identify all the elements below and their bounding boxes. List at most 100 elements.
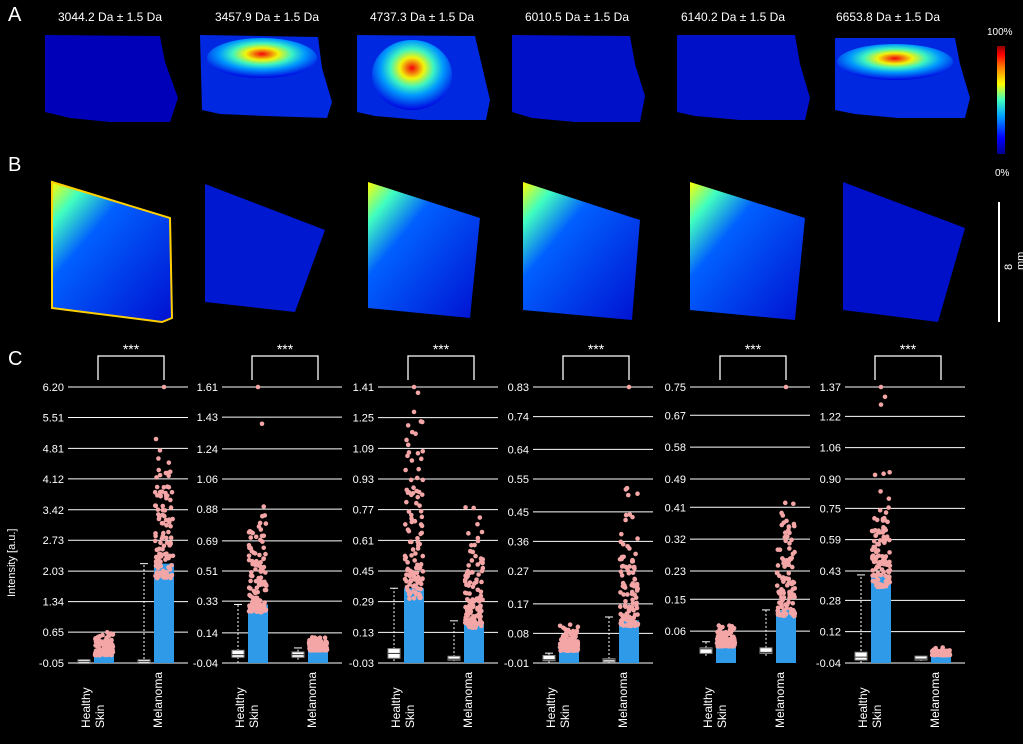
scatter-point <box>626 570 632 576</box>
scatter-point <box>470 584 476 590</box>
scatter-point <box>631 583 637 589</box>
y-tick-label: 1.61 <box>197 382 218 394</box>
scatter-point <box>625 592 630 597</box>
outlier-point <box>783 384 789 390</box>
scatter-point <box>110 632 116 637</box>
box-iqr <box>542 654 556 662</box>
scatter-point <box>635 536 640 541</box>
y-tick-label: 0.13 <box>353 627 374 639</box>
scatter-point <box>406 450 412 455</box>
tissue-b4 <box>523 182 640 320</box>
scatter-point <box>623 512 629 518</box>
category-label: Melanoma <box>773 672 787 728</box>
scatter-point <box>630 597 635 603</box>
panel-letter-a: A <box>8 4 22 26</box>
scatter-point <box>415 494 421 500</box>
scatter-point <box>155 565 161 571</box>
scatter-point <box>261 545 267 551</box>
category-label: HealthySkin <box>389 687 417 728</box>
scatter-point <box>163 557 168 562</box>
scatter-point <box>714 640 720 646</box>
scatter-point <box>420 448 426 454</box>
scatter-point <box>881 534 886 540</box>
y-tick-label: 0.75 <box>665 382 686 394</box>
scatter-point <box>106 633 112 639</box>
scatter-point <box>317 646 323 651</box>
scatter-point <box>630 558 635 564</box>
scatter-point <box>170 516 175 522</box>
y-tick-label: 0.32 <box>665 534 686 546</box>
scatter-point <box>780 513 786 518</box>
scatter-point <box>557 623 563 629</box>
scatter-point <box>96 648 102 654</box>
scatter-point <box>263 551 268 557</box>
scatter-point <box>787 541 792 546</box>
scatter-point <box>879 554 885 559</box>
scatter-point <box>408 577 414 583</box>
scatter-point <box>250 530 256 536</box>
scatter-point <box>869 528 875 534</box>
y-tick-label: 2.73 <box>43 535 64 547</box>
scatter-point <box>568 637 574 642</box>
scatter-point <box>261 533 267 539</box>
y-tick-label: 0.88 <box>197 504 218 516</box>
plot-6: -0.04 0.12 0.28 0.43 0.59 0.75 0.90 1.06 1.22 1.3… <box>816 341 965 728</box>
scatter-point <box>168 497 173 503</box>
scatter-point <box>787 546 792 551</box>
scatter-point <box>782 530 788 536</box>
scatter-point <box>873 533 878 539</box>
scatter-point <box>624 485 630 491</box>
scatter-point <box>469 542 474 548</box>
scatter-point <box>170 553 176 559</box>
scatter-point <box>416 489 422 495</box>
tissue-a5 <box>677 35 810 120</box>
scatter-dense <box>154 563 174 663</box>
scatter-point <box>97 638 102 644</box>
scatter-point <box>785 534 790 539</box>
scatter-point <box>161 484 167 490</box>
scatter-point <box>160 503 166 509</box>
tissue-b6 <box>843 182 965 322</box>
scatter-point <box>259 513 265 519</box>
scatter-point <box>632 621 637 627</box>
y-tick-label: -0.04 <box>193 658 218 670</box>
scatter-point <box>475 612 481 618</box>
scatter-point <box>945 652 951 658</box>
y-tick-label: 0.23 <box>665 566 686 578</box>
scatter-point <box>881 515 887 521</box>
scatter-point <box>166 460 172 465</box>
tissue-b2 <box>205 184 325 312</box>
scatter-point <box>938 651 943 656</box>
scatter-point <box>409 539 414 545</box>
scatter-point <box>623 517 628 523</box>
scatter-dense <box>871 574 891 663</box>
scatter-point <box>474 596 480 601</box>
scatter-point <box>880 530 886 535</box>
scatter-point <box>248 593 253 599</box>
scatter-point <box>630 570 636 576</box>
y-tick-label: 0.28 <box>820 595 841 607</box>
scatter-point <box>413 551 418 556</box>
scatter-point <box>469 616 475 621</box>
scatter-point <box>467 591 472 596</box>
y-tick-label: 0.83 <box>508 382 529 394</box>
scatter-point <box>252 551 258 556</box>
scatter-point <box>418 508 424 514</box>
scatter-point <box>789 581 795 587</box>
scatter-point <box>619 617 625 622</box>
scatter-point <box>790 600 796 606</box>
scatter-point <box>883 579 889 584</box>
scatter-point <box>404 437 409 443</box>
scatter-point <box>105 637 111 643</box>
scatter-point <box>787 591 792 597</box>
scatter-point <box>478 593 484 599</box>
hotspot-a2 <box>207 38 317 78</box>
box-iqr <box>759 647 773 654</box>
scatter-point <box>418 586 424 592</box>
mass-label-6: 6653.8 Da ± 1.5 Da <box>836 10 940 24</box>
scatter-point <box>463 505 468 510</box>
scatter-point <box>876 564 881 569</box>
scatter-point <box>779 587 784 592</box>
y-tick-label: 0.27 <box>508 566 529 578</box>
scatter-point <box>412 558 417 563</box>
